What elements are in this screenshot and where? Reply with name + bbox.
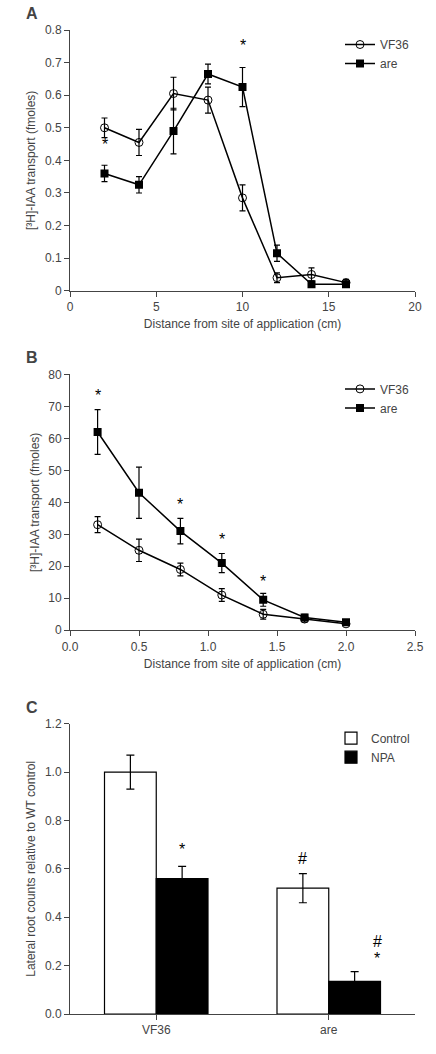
svg-text:NPA: NPA [371,751,395,765]
svg-text:0.4: 0.4 [45,910,62,924]
svg-text:Distance from site of applicat: Distance from site of application (cm) [144,317,341,331]
svg-text:are: are [380,402,398,416]
svg-text:B: B [26,349,38,366]
svg-text:are: are [380,57,398,71]
svg-text:0.0: 0.0 [45,1007,62,1021]
svg-text:#: # [298,850,307,867]
svg-text:0.7: 0.7 [45,56,62,70]
svg-text:10: 10 [236,300,250,314]
svg-text:[³H]-IAA transport (fmoles): [³H]-IAA transport (fmoles) [28,433,42,572]
svg-text:0.5: 0.5 [131,640,148,654]
svg-text:50: 50 [48,464,62,478]
svg-text:VF36: VF36 [380,383,409,397]
svg-text:*: * [374,950,380,967]
svg-text:C: C [26,699,38,716]
svg-text:*: * [219,531,225,548]
svg-text:0: 0 [67,300,74,314]
svg-text:[³H]-IAA transport (fmoles): [³H]-IAA transport (fmoles) [24,91,38,230]
svg-text:0.3: 0.3 [45,186,62,200]
svg-text:0.5: 0.5 [45,121,62,135]
svg-text:VF36: VF36 [380,38,409,52]
svg-text:2.5: 2.5 [407,640,424,654]
svg-text:1.0: 1.0 [200,640,217,654]
svg-text:VF36: VF36 [142,1023,171,1037]
svg-text:2.0: 2.0 [338,640,355,654]
svg-text:#: # [373,933,382,950]
svg-text:Control: Control [371,732,410,746]
svg-text:15: 15 [322,300,336,314]
svg-text:0.6: 0.6 [45,862,62,876]
svg-text:30: 30 [48,528,62,542]
svg-text:0.6: 0.6 [45,88,62,102]
svg-text:are: are [320,1023,338,1037]
svg-text:0.2: 0.2 [45,219,62,233]
svg-text:0.8: 0.8 [45,814,62,828]
svg-text:5: 5 [153,300,160,314]
svg-text:0.1: 0.1 [45,251,62,265]
svg-text:0.0: 0.0 [62,640,79,654]
svg-text:20: 20 [408,300,422,314]
svg-text:1.5: 1.5 [269,640,286,654]
svg-text:Lateral root counts relative t: Lateral root counts relative to WT contr… [24,761,38,977]
svg-text:Distance from site of applicat: Distance from site of application (cm) [144,657,341,671]
svg-text:10: 10 [48,591,62,605]
svg-text:80: 80 [48,368,62,382]
svg-text:0.2: 0.2 [45,959,62,973]
svg-text:0.4: 0.4 [45,154,62,168]
svg-text:60: 60 [48,432,62,446]
svg-text:*: * [240,37,246,54]
svg-text:1.0: 1.0 [45,765,62,779]
svg-text:*: * [179,841,185,858]
svg-text:*: * [177,496,183,513]
svg-text:*: * [260,573,266,590]
svg-text:0: 0 [55,284,62,298]
svg-text:20: 20 [48,559,62,573]
svg-text:1.2: 1.2 [45,717,62,731]
svg-text:70: 70 [48,400,62,414]
svg-text:A: A [26,5,38,22]
svg-text:*: * [95,387,101,404]
svg-text:0.8: 0.8 [45,23,62,37]
svg-text:*: * [102,136,108,153]
svg-text:40: 40 [48,496,62,510]
svg-text:0: 0 [55,623,62,637]
